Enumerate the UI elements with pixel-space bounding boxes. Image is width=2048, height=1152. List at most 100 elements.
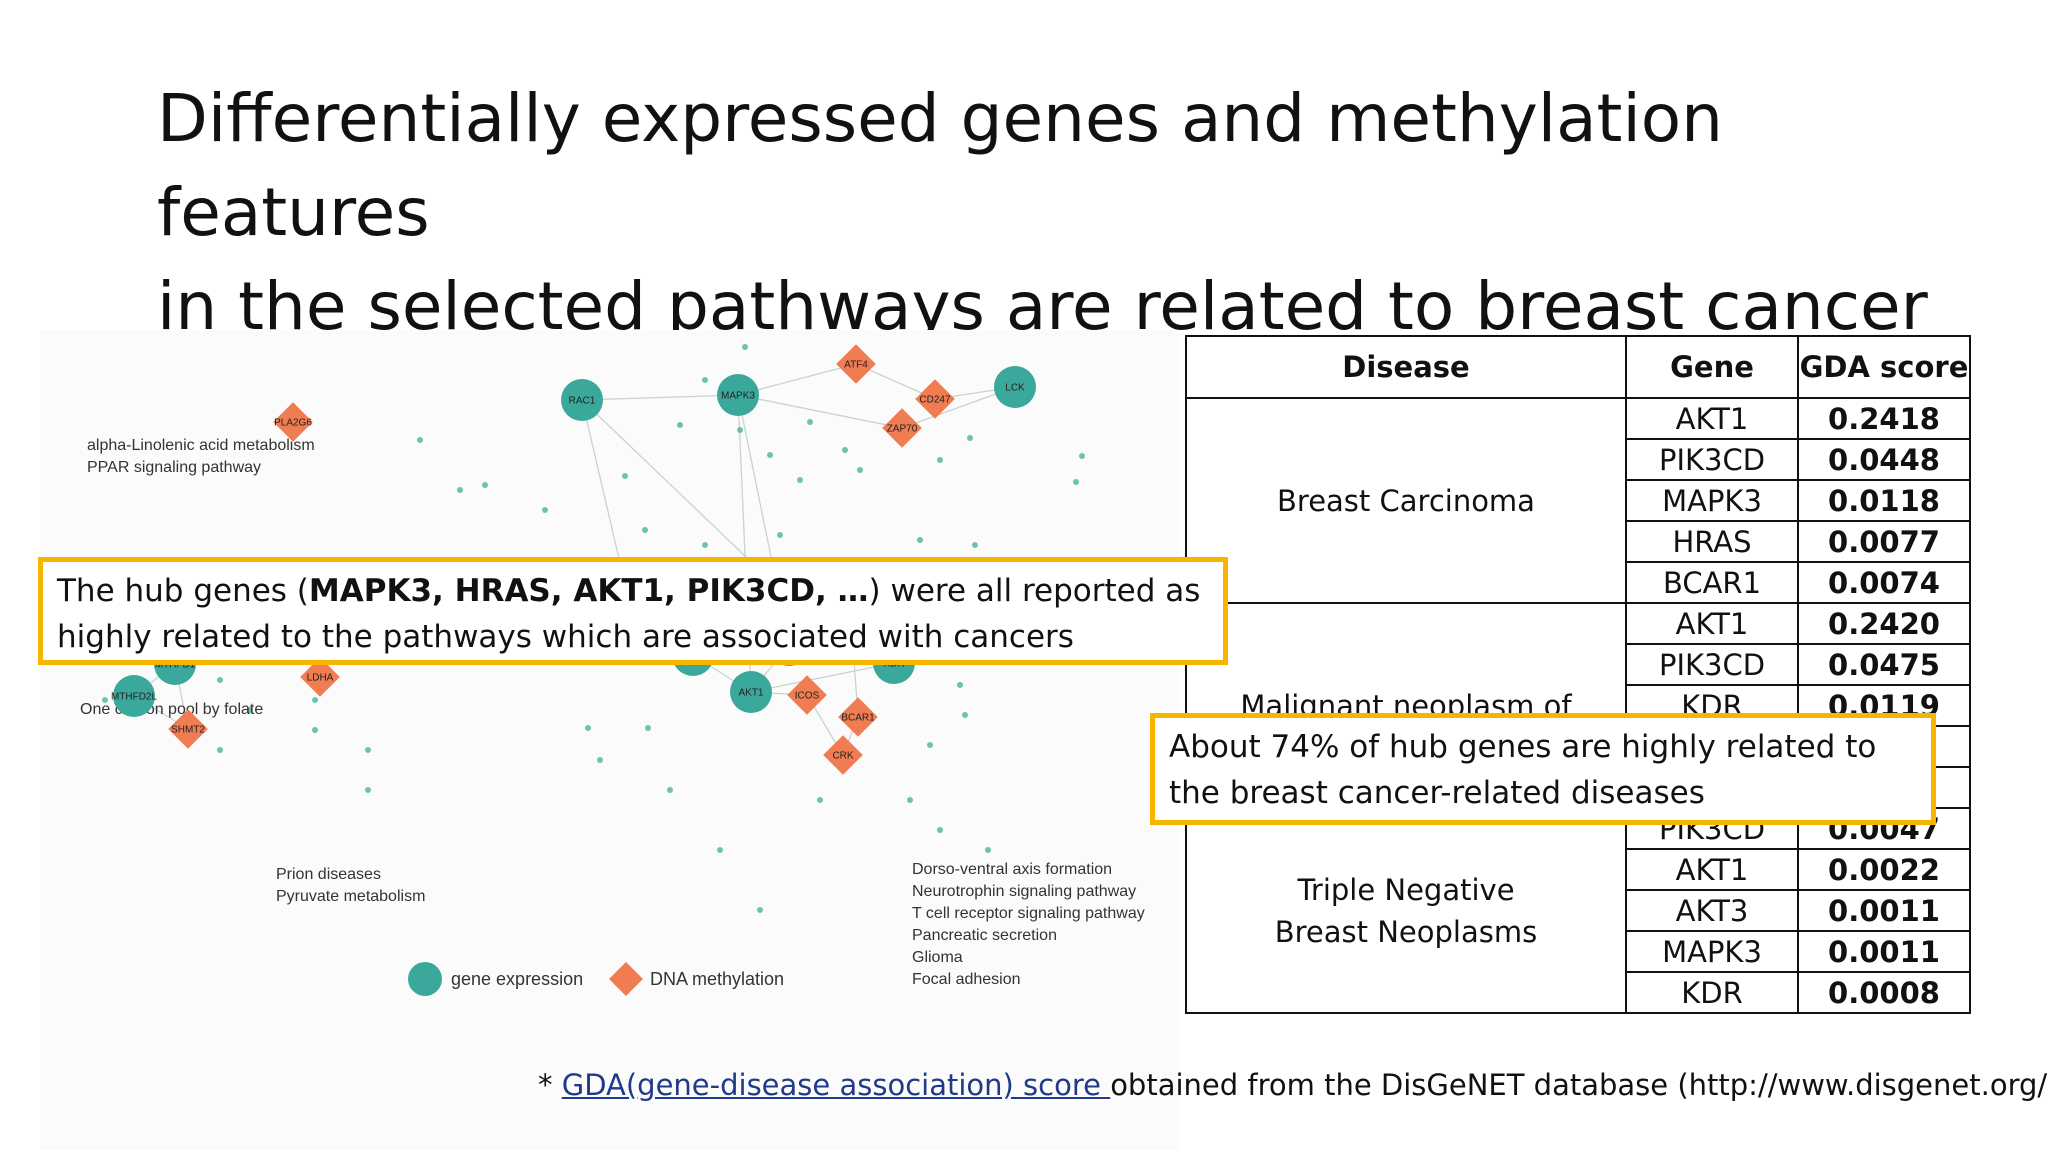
disease-name: Breast Carcinoma — [1277, 483, 1535, 518]
node-shape — [823, 735, 863, 775]
dna-methylation-legend-marker — [609, 962, 643, 996]
node-label: MTHFD1 — [155, 660, 196, 671]
disease-cell-triple-negative: Triple Negative Breast Neoplasms — [1185, 807, 1627, 1014]
node-label: LCK — [1005, 383, 1025, 394]
gene-expression-legend-marker — [408, 962, 442, 996]
network-small-node — [797, 477, 803, 483]
network-edge — [581, 394, 739, 401]
dna-methylation-node: ICOS — [787, 675, 827, 715]
gda-score-link[interactable]: GDA(gene-disease association) score — [561, 1068, 1111, 1102]
disease-name-line-1: Triple Negative — [1297, 872, 1515, 907]
table-row: MAPK3 0.0011 — [1186, 930, 1971, 973]
network-small-node — [365, 747, 371, 753]
node-shape — [730, 671, 772, 713]
network-small-node — [757, 907, 763, 913]
pathway-label: One carbon pool by folate — [80, 701, 263, 718]
pathway-label: Pancreatic secretion — [912, 927, 1057, 944]
gene-expression-legend-label: gene expression — [451, 969, 583, 989]
network-small-node — [962, 712, 968, 718]
score-cell: 0.0118 — [1797, 479, 1971, 522]
dna-methylation-node: BCAR1 — [838, 697, 878, 737]
network-small-node — [957, 682, 963, 688]
network-small-node — [597, 757, 603, 763]
network-small-node — [1073, 479, 1079, 485]
gda-score-table: Disease Gene GDA score Breast Carcinoma … — [1185, 335, 1971, 1014]
network-small-node — [737, 427, 743, 433]
percent-hub-genes-callout: About 74% of hub genes are highly relate… — [1150, 713, 1936, 825]
network-small-node — [217, 747, 223, 753]
pathway-label: Glioma — [912, 949, 963, 966]
score-cell: 0.0077 — [1797, 520, 1971, 563]
node-label: MTHFD2L — [111, 692, 158, 703]
disease-cell-breast-carcinoma: Breast Carcinoma — [1185, 397, 1627, 604]
hub-genes-callout-line-1: The hub genes (MAPK3, HRAS, AKT1, PIK3CD… — [57, 568, 1209, 614]
pathway-label: T cell receptor signaling pathway — [912, 905, 1145, 922]
node-shape — [787, 675, 827, 715]
node-label: RAC1 — [569, 396, 596, 407]
disease-column-header: Disease — [1185, 335, 1627, 399]
network-small-node — [842, 447, 848, 453]
network-small-nodes — [102, 344, 1085, 913]
network-small-node — [645, 725, 651, 731]
node-shape — [561, 379, 603, 421]
node-label: ZAP70 — [887, 424, 918, 435]
gene-cell: MAPK3 — [1625, 930, 1799, 973]
network-small-node — [365, 787, 371, 793]
slide-title: Differentially expressed genes and methy… — [157, 72, 1957, 354]
network-small-node — [972, 542, 978, 548]
disease-name-line-2: Breast Neoplasms — [1274, 914, 1538, 949]
node-label: CD247 — [919, 395, 951, 406]
score-cell: 0.2420 — [1797, 602, 1971, 645]
network-small-node — [642, 527, 648, 533]
network-small-node — [917, 537, 923, 543]
table-row: Breast Carcinoma AKT1 0.2418 — [1185, 397, 1971, 604]
network-small-node — [927, 742, 933, 748]
score-cell: 0.0022 — [1797, 848, 1971, 891]
percent-callout-line-2: the breast cancer-related diseases — [1169, 775, 1705, 811]
pathway-label: Focal adhesion — [912, 971, 1021, 988]
table-row: PIK3CD 0.0448 — [1186, 438, 1971, 481]
node-shape — [717, 374, 759, 416]
network-small-node — [585, 725, 591, 731]
network-figure-background — [40, 330, 1180, 1150]
table-row: KDR 0.0008 — [1186, 971, 1971, 1014]
network-small-node — [482, 482, 488, 488]
network-edge — [737, 394, 903, 429]
table-row: BCAR1 0.0074 — [1186, 561, 1971, 604]
dna-methylation-node: LDHA — [300, 657, 340, 697]
node-shape — [994, 366, 1036, 408]
network-small-node — [907, 797, 913, 803]
node-shape — [168, 709, 208, 749]
node-label: MAPK3 — [721, 391, 755, 402]
footnote: * GDA(gene-disease association) score ob… — [538, 1068, 2048, 1102]
gene-cell: PIK3CD — [1625, 438, 1799, 481]
score-cell: 0.0074 — [1797, 561, 1971, 604]
gene-expression-node: MTHFD2L — [111, 675, 158, 717]
gda-score-column-header: GDA score — [1797, 335, 1971, 399]
dna-methylation-node: CD247 — [915, 379, 955, 419]
node-label: BCAR1 — [841, 713, 875, 724]
gene-cell: MAPK3 — [1625, 479, 1799, 522]
node-label: SHMT2 — [171, 725, 205, 736]
table-row: PIK3CD 0.0475 — [1186, 643, 1971, 686]
network-small-node — [777, 532, 783, 538]
node-shape — [838, 697, 878, 737]
table-row: Malignant neoplasm of AKT1 0.2420 — [1185, 602, 1971, 809]
gene-cell: AKT1 — [1625, 848, 1799, 891]
network-small-node — [542, 507, 548, 513]
hub-genes-callout: The hub genes (MAPK3, HRAS, AKT1, PIK3CD… — [38, 557, 1228, 665]
pathway-label: alpha-Linolenic acid metabolism — [87, 437, 315, 454]
network-small-node — [857, 467, 863, 473]
score-cell: 0.0011 — [1797, 889, 1971, 932]
network-legend: gene expression DNA methylation — [408, 962, 784, 996]
network-small-node — [817, 797, 823, 803]
node-label: ICOS — [795, 691, 820, 702]
network-small-node — [742, 344, 748, 350]
gene-expression-node: RAC1 — [561, 379, 603, 421]
network-small-node — [417, 437, 423, 443]
pathway-label: Prion diseases — [276, 866, 381, 883]
table-row: HRAS 0.0077 — [1186, 520, 1971, 563]
network-small-node — [217, 677, 223, 683]
hub-callout-prefix: The hub genes ( — [57, 573, 309, 609]
gene-expression-node: AKT1 — [730, 671, 772, 713]
